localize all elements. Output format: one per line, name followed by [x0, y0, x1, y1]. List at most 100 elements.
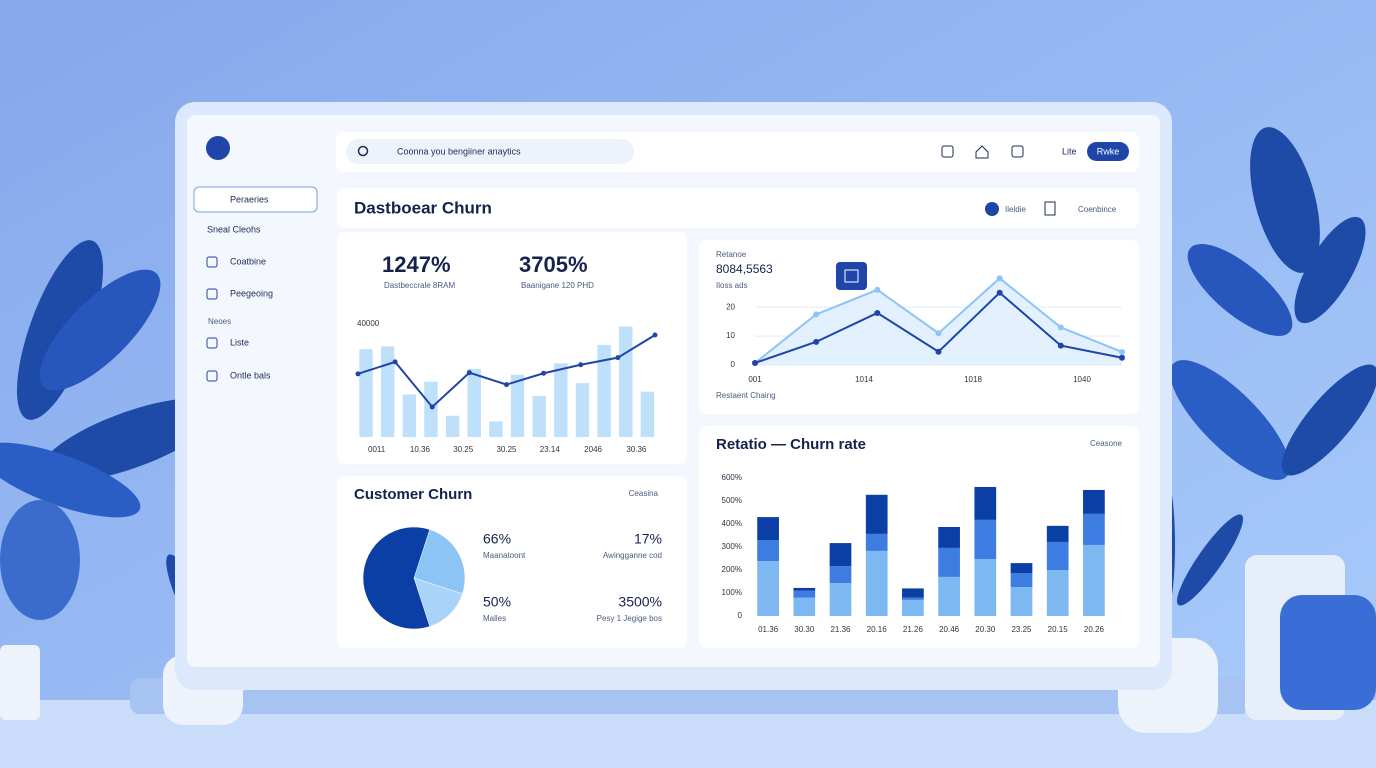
- header-button-label[interactable]: Rwke: [1097, 146, 1120, 156]
- header-button[interactable]: [1087, 142, 1129, 161]
- point: [429, 404, 435, 410]
- bar-segment: [865, 494, 888, 534]
- point: [615, 355, 621, 361]
- point: [1057, 324, 1064, 331]
- icon-button[interactable]: [941, 145, 954, 158]
- point: [874, 309, 881, 316]
- x-tick-label: 30.30: [794, 625, 815, 634]
- chart-control: Ceasone: [1090, 439, 1123, 448]
- point: [355, 371, 361, 377]
- bar-segment: [793, 590, 816, 598]
- bar: [424, 381, 438, 437]
- icon: [206, 337, 218, 349]
- bar-segment: [1046, 570, 1069, 616]
- point: [652, 332, 658, 338]
- kpi-value: 3705%: [519, 252, 588, 277]
- icon: [206, 256, 218, 268]
- point: [1119, 348, 1125, 355]
- bar-segment: [793, 597, 816, 616]
- x-tick-label: 0011: [368, 445, 386, 454]
- bar-segment: [1083, 513, 1105, 545]
- stat-value: 17%: [634, 531, 662, 547]
- control[interactable]: Coenbince: [1078, 205, 1117, 214]
- y-tick-label: 0: [738, 611, 743, 620]
- bar-segment: [902, 597, 924, 600]
- point: [541, 370, 547, 376]
- stat-value: 3500%: [618, 594, 662, 610]
- icon-button[interactable]: [1011, 145, 1024, 158]
- point: [752, 359, 758, 366]
- x-tick-label: 001: [748, 375, 762, 384]
- search-icon: [357, 145, 369, 157]
- nav-item[interactable]: Peegeoing: [230, 288, 273, 298]
- bar-segment: [1046, 541, 1069, 570]
- kpi-label: Dastbeccrale 8RAM: [384, 281, 455, 290]
- x-tick-label: 1014: [855, 375, 873, 384]
- nav-item[interactable]: Ontle bals: [230, 370, 271, 380]
- home-button[interactable]: [975, 145, 989, 159]
- bar: [402, 394, 417, 437]
- search-box[interactable]: [346, 139, 634, 164]
- stat-value: 66%: [483, 531, 511, 547]
- bar-segment: [865, 533, 888, 551]
- point: [392, 359, 398, 365]
- bar: [532, 395, 546, 437]
- y-tick-label: 600%: [722, 473, 742, 482]
- x-tick-label: 20.16: [867, 625, 888, 634]
- nav-item[interactable]: Liste: [230, 337, 249, 347]
- bar-segment: [974, 486, 997, 520]
- icon: [1044, 201, 1056, 216]
- toggle[interactable]: [985, 202, 999, 216]
- bar-segment: [902, 588, 924, 598]
- bar: [445, 415, 460, 437]
- point: [578, 362, 584, 368]
- point: [996, 275, 1003, 282]
- chart-control: Ceasina: [629, 489, 659, 498]
- kpi-label: Baanigane 120 PHD: [521, 281, 594, 290]
- point: [935, 330, 942, 337]
- chart-note: Iloss ads: [716, 281, 748, 290]
- nav-section: Neoes: [208, 317, 231, 326]
- bar: [554, 363, 568, 437]
- point: [874, 286, 881, 293]
- badge-icon: [844, 269, 859, 283]
- bar: [380, 346, 395, 437]
- bar-segment: [1010, 563, 1033, 573]
- y-tick-label: 10: [726, 331, 735, 340]
- bar-segment: [757, 517, 779, 541]
- x-tick-label: 21.26: [903, 625, 924, 634]
- logo: [206, 136, 230, 160]
- header-action[interactable]: Lite: [1062, 146, 1077, 156]
- x-tick-label: 1018: [964, 375, 982, 384]
- bar-segment: [829, 583, 852, 616]
- y-tick-label: 100%: [722, 588, 742, 597]
- bar-segment: [902, 599, 924, 616]
- x-tick-label: 23.14: [540, 445, 561, 454]
- nav-active[interactable]: [193, 186, 318, 213]
- point: [813, 338, 820, 345]
- bar-segment: [974, 519, 997, 559]
- bar-segment: [865, 550, 888, 616]
- nav-item[interactable]: Peraeries: [230, 194, 269, 204]
- x-tick-label: 1040: [1073, 375, 1091, 384]
- chart-title: Customer Churn: [354, 486, 472, 503]
- bar: [467, 369, 481, 437]
- x-tick-label: 20.26: [1084, 625, 1105, 634]
- bar: [510, 374, 525, 437]
- point: [504, 382, 509, 388]
- bar-segment: [938, 576, 960, 616]
- stat-label: Awingganne cod: [603, 551, 662, 560]
- control[interactable]: Ileldie: [1005, 205, 1026, 214]
- search-placeholder[interactable]: Coonna you bengiiner anaytics: [397, 146, 521, 156]
- bar: [489, 421, 503, 437]
- bar-segment: [1046, 525, 1069, 542]
- nav-item[interactable]: Sneal Cleohs: [207, 224, 261, 234]
- y-tick-label: 400%: [722, 519, 742, 528]
- y-tick-label: 0: [731, 360, 736, 369]
- stat-label: Malles: [483, 614, 506, 623]
- pie-slice: [413, 529, 466, 595]
- bar-segment: [974, 558, 997, 616]
- nav-item[interactable]: Coatbine: [230, 256, 266, 266]
- x-tick-label: 20.46: [939, 625, 960, 634]
